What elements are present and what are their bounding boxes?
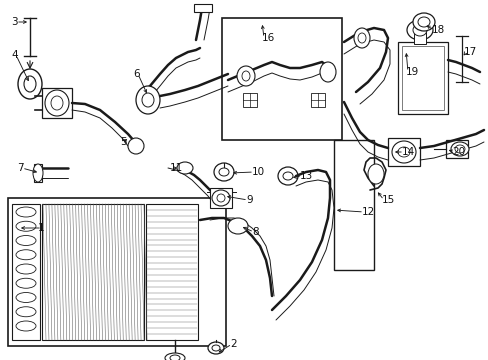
Text: 4: 4 [11,50,18,60]
Ellipse shape [16,278,36,288]
Text: 11: 11 [170,163,183,173]
Text: 19: 19 [405,67,418,77]
Ellipse shape [412,24,426,36]
Ellipse shape [454,145,464,153]
Ellipse shape [242,71,249,81]
Bar [445,140,467,158]
Bar [413,30,425,44]
Ellipse shape [16,221,36,231]
Ellipse shape [367,164,383,184]
Ellipse shape [16,321,36,331]
Ellipse shape [51,96,63,110]
Ellipse shape [16,264,36,274]
Bar [146,204,198,340]
Ellipse shape [128,138,143,154]
Bar [209,188,231,208]
Ellipse shape [164,353,184,360]
Ellipse shape [357,33,365,43]
Text: 9: 9 [245,195,252,205]
Ellipse shape [207,342,224,354]
Text: 13: 13 [299,171,313,181]
Bar [42,204,143,340]
Text: 16: 16 [262,33,275,43]
Text: 3: 3 [11,17,18,27]
Text: 15: 15 [381,195,394,205]
Bar [222,18,341,140]
Ellipse shape [45,90,69,116]
Text: 10: 10 [251,167,264,177]
Bar [42,88,72,118]
Text: 20: 20 [451,147,464,157]
Bar [8,198,225,346]
Ellipse shape [412,13,434,31]
Text: 7: 7 [18,163,24,173]
Ellipse shape [212,190,229,206]
Bar [310,93,325,107]
Ellipse shape [33,164,43,182]
Ellipse shape [136,86,160,114]
Ellipse shape [227,218,247,234]
Text: 2: 2 [229,339,236,349]
Ellipse shape [353,28,369,48]
Text: 18: 18 [431,25,445,35]
Ellipse shape [24,76,36,92]
Text: 6: 6 [133,69,140,79]
Bar [34,164,42,182]
Ellipse shape [319,62,335,82]
Bar [12,204,40,340]
Ellipse shape [16,207,36,217]
Ellipse shape [16,292,36,302]
Bar [387,138,419,166]
Ellipse shape [16,307,36,317]
Ellipse shape [397,147,409,157]
Ellipse shape [170,355,180,360]
Ellipse shape [278,167,297,185]
Ellipse shape [177,162,193,174]
Bar [243,93,257,107]
Text: 1: 1 [37,223,44,233]
Text: 14: 14 [401,147,414,157]
Bar [401,46,443,110]
Ellipse shape [142,93,154,107]
Ellipse shape [391,141,415,163]
Ellipse shape [283,172,292,180]
Ellipse shape [406,20,432,40]
Bar [397,42,447,114]
Bar [194,4,212,12]
Ellipse shape [16,250,36,260]
Ellipse shape [212,345,220,351]
Ellipse shape [217,194,224,202]
Bar [333,140,373,270]
Ellipse shape [219,168,228,176]
Ellipse shape [237,66,254,86]
Text: 12: 12 [361,207,374,217]
Ellipse shape [18,69,42,99]
Ellipse shape [214,163,234,181]
Text: 8: 8 [251,227,258,237]
Ellipse shape [450,142,468,156]
Ellipse shape [417,17,429,27]
Ellipse shape [16,235,36,246]
Text: 5: 5 [120,137,126,147]
Text: 17: 17 [463,47,476,57]
